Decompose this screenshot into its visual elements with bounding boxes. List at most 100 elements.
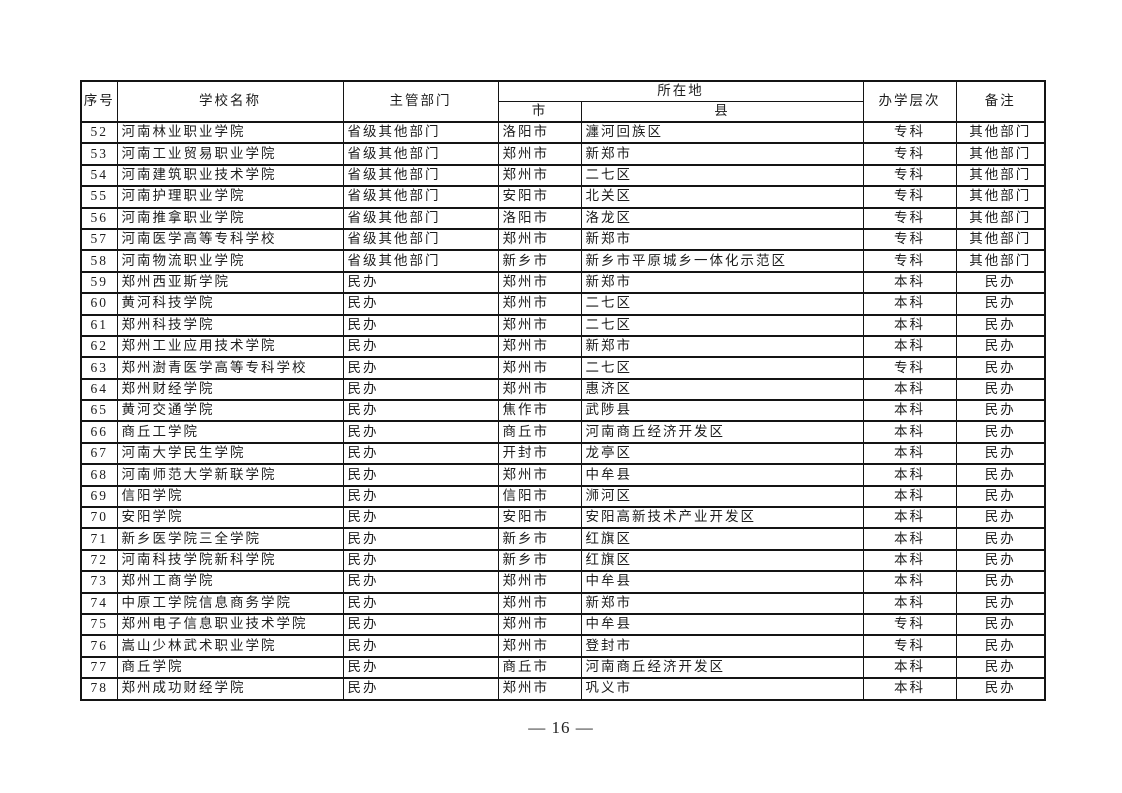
- cell-city: 新乡市: [497, 527, 582, 551]
- cell-city: 郑州市: [497, 270, 582, 295]
- cell-school: 黄河交通学院: [116, 399, 344, 423]
- cell-department: 民办: [342, 655, 499, 680]
- cell-school: 郑州西亚斯学院: [116, 270, 344, 295]
- cell-level: 本科: [862, 420, 957, 444]
- cell-level: 专科: [862, 249, 957, 273]
- cell-city: 新乡市: [497, 249, 582, 273]
- cell-county: 新郑市: [580, 142, 864, 166]
- cell-school: 嵩山少林武术职业学院: [116, 634, 344, 658]
- cell-department: 民办: [342, 377, 499, 402]
- cell-remark: 民办: [955, 270, 1046, 295]
- table-row: 52 河南林业职业学院 省级其他部门 洛阳市 瀍河回族区 专科 其他部门: [80, 120, 1046, 145]
- cell-remark: 其他部门: [955, 206, 1046, 230]
- cell-department: 民办: [342, 270, 499, 295]
- col-header-department: 主管部门: [342, 80, 499, 123]
- cell-city: 郑州市: [497, 163, 582, 188]
- table-row: 60 黄河科技学院 民办 郑州市 二七区 本科 民办: [80, 292, 1046, 316]
- cell-no: 78: [80, 677, 118, 701]
- cell-remark: 其他部门: [955, 227, 1046, 252]
- table-row: 72 河南科技学院新科学院 民办 新乡市 红旗区 本科 民办: [80, 548, 1046, 573]
- cell-county: 新乡市平原城乡一体化示范区: [580, 249, 864, 273]
- cell-no: 52: [80, 120, 118, 145]
- cell-school: 河南建筑职业技术学院: [116, 163, 344, 188]
- cell-remark: 民办: [955, 655, 1046, 680]
- cell-no: 69: [80, 484, 118, 509]
- cell-county: 瀍河回族区: [580, 120, 864, 145]
- cell-city: 郑州市: [497, 570, 582, 594]
- cell-school: 中原工学院信息商务学院: [116, 591, 344, 616]
- cell-level: 本科: [862, 313, 957, 337]
- cell-department: 省级其他部门: [342, 227, 499, 252]
- cell-school: 河南推拿职业学院: [116, 206, 344, 230]
- cell-city: 郑州市: [497, 142, 582, 166]
- cell-remark: 民办: [955, 506, 1046, 530]
- cell-county: 河南商丘经济开发区: [580, 655, 864, 680]
- cell-school: 郑州澍青医学高等专科学校: [116, 356, 344, 380]
- cell-county: 北关区: [580, 185, 864, 209]
- cell-remark: 其他部门: [955, 163, 1046, 188]
- table-row: 53 河南工业贸易职业学院 省级其他部门 郑州市 新郑市 专科 其他部门: [80, 142, 1046, 166]
- cell-county: 中牟县: [580, 463, 864, 487]
- col-header-location: 所在地: [497, 80, 864, 102]
- cell-school: 郑州成功财经学院: [116, 677, 344, 701]
- cell-department: 民办: [342, 506, 499, 530]
- cell-level: 专科: [862, 206, 957, 230]
- cell-county: 中牟县: [580, 570, 864, 594]
- cell-school: 郑州科技学院: [116, 313, 344, 337]
- cell-level: 本科: [862, 484, 957, 509]
- col-header-remark: 备注: [955, 80, 1046, 123]
- cell-city: 郑州市: [497, 634, 582, 658]
- cell-remark: 其他部门: [955, 120, 1046, 145]
- cell-county: 登封市: [580, 634, 864, 658]
- cell-no: 74: [80, 591, 118, 616]
- cell-school: 郑州工业应用技术学院: [116, 334, 344, 359]
- table-row: 55 河南护理职业学院 省级其他部门 安阳市 北关区 专科 其他部门: [80, 185, 1046, 209]
- cell-city: 开封市: [497, 441, 582, 466]
- cell-city: 郑州市: [497, 292, 582, 316]
- cell-school: 河南科技学院新科学院: [116, 548, 344, 573]
- cell-department: 民办: [342, 313, 499, 337]
- table-row: 64 郑州财经学院 民办 郑州市 惠济区 本科 民办: [80, 377, 1046, 402]
- cell-department: 民办: [342, 548, 499, 573]
- header-row-top: 序号 学校名称 主管部门 所在地 办学层次 备注: [80, 80, 1046, 123]
- cell-county: 新郑市: [580, 591, 864, 616]
- cell-remark: 民办: [955, 377, 1046, 402]
- cell-remark: 其他部门: [955, 185, 1046, 209]
- cell-remark: 民办: [955, 548, 1046, 573]
- table-row: 68 河南师范大学新联学院 民办 郑州市 中牟县 本科 民办: [80, 463, 1046, 487]
- cell-city: 郑州市: [497, 356, 582, 380]
- cell-no: 77: [80, 655, 118, 680]
- cell-no: 63: [80, 356, 118, 380]
- cell-remark: 民办: [955, 527, 1046, 551]
- cell-county: 二七区: [580, 313, 864, 337]
- cell-department: 省级其他部门: [342, 185, 499, 209]
- table-row: 54 河南建筑职业技术学院 省级其他部门 郑州市 二七区 专科 其他部门: [80, 163, 1046, 188]
- cell-school: 安阳学院: [116, 506, 344, 530]
- cell-city: 郑州市: [497, 227, 582, 252]
- table-row: 69 信阳学院 民办 信阳市 浉河区 本科 民办: [80, 484, 1046, 509]
- cell-county: 新郑市: [580, 270, 864, 295]
- cell-school: 新乡医学院三全学院: [116, 527, 344, 551]
- cell-department: 民办: [342, 463, 499, 487]
- cell-level: 本科: [862, 270, 957, 295]
- cell-city: 洛阳市: [497, 120, 582, 145]
- col-header-level: 办学层次: [862, 80, 957, 123]
- cell-school: 河南护理职业学院: [116, 185, 344, 209]
- cell-no: 56: [80, 206, 118, 230]
- table-row: 76 嵩山少林武术职业学院 民办 郑州市 登封市 专科 民办: [80, 634, 1046, 658]
- table-row: 74 中原工学院信息商务学院 民办 郑州市 新郑市 本科 民办: [80, 591, 1046, 616]
- cell-no: 55: [80, 185, 118, 209]
- cell-department: 民办: [342, 677, 499, 701]
- table-row: 65 黄河交通学院 民办 焦作市 武陟县 本科 民办: [80, 399, 1046, 423]
- table-row: 57 河南医学高等专科学校 省级其他部门 郑州市 新郑市 专科 其他部门: [80, 227, 1046, 252]
- cell-school: 郑州电子信息职业技术学院: [116, 612, 344, 637]
- cell-department: 民办: [342, 334, 499, 359]
- cell-county: 洛龙区: [580, 206, 864, 230]
- col-header-county: 县: [580, 101, 864, 123]
- cell-county: 河南商丘经济开发区: [580, 420, 864, 444]
- cell-city: 焦作市: [497, 399, 582, 423]
- cell-remark: 民办: [955, 334, 1046, 359]
- cell-level: 专科: [862, 185, 957, 209]
- cell-school: 商丘学院: [116, 655, 344, 680]
- cell-city: 安阳市: [497, 506, 582, 530]
